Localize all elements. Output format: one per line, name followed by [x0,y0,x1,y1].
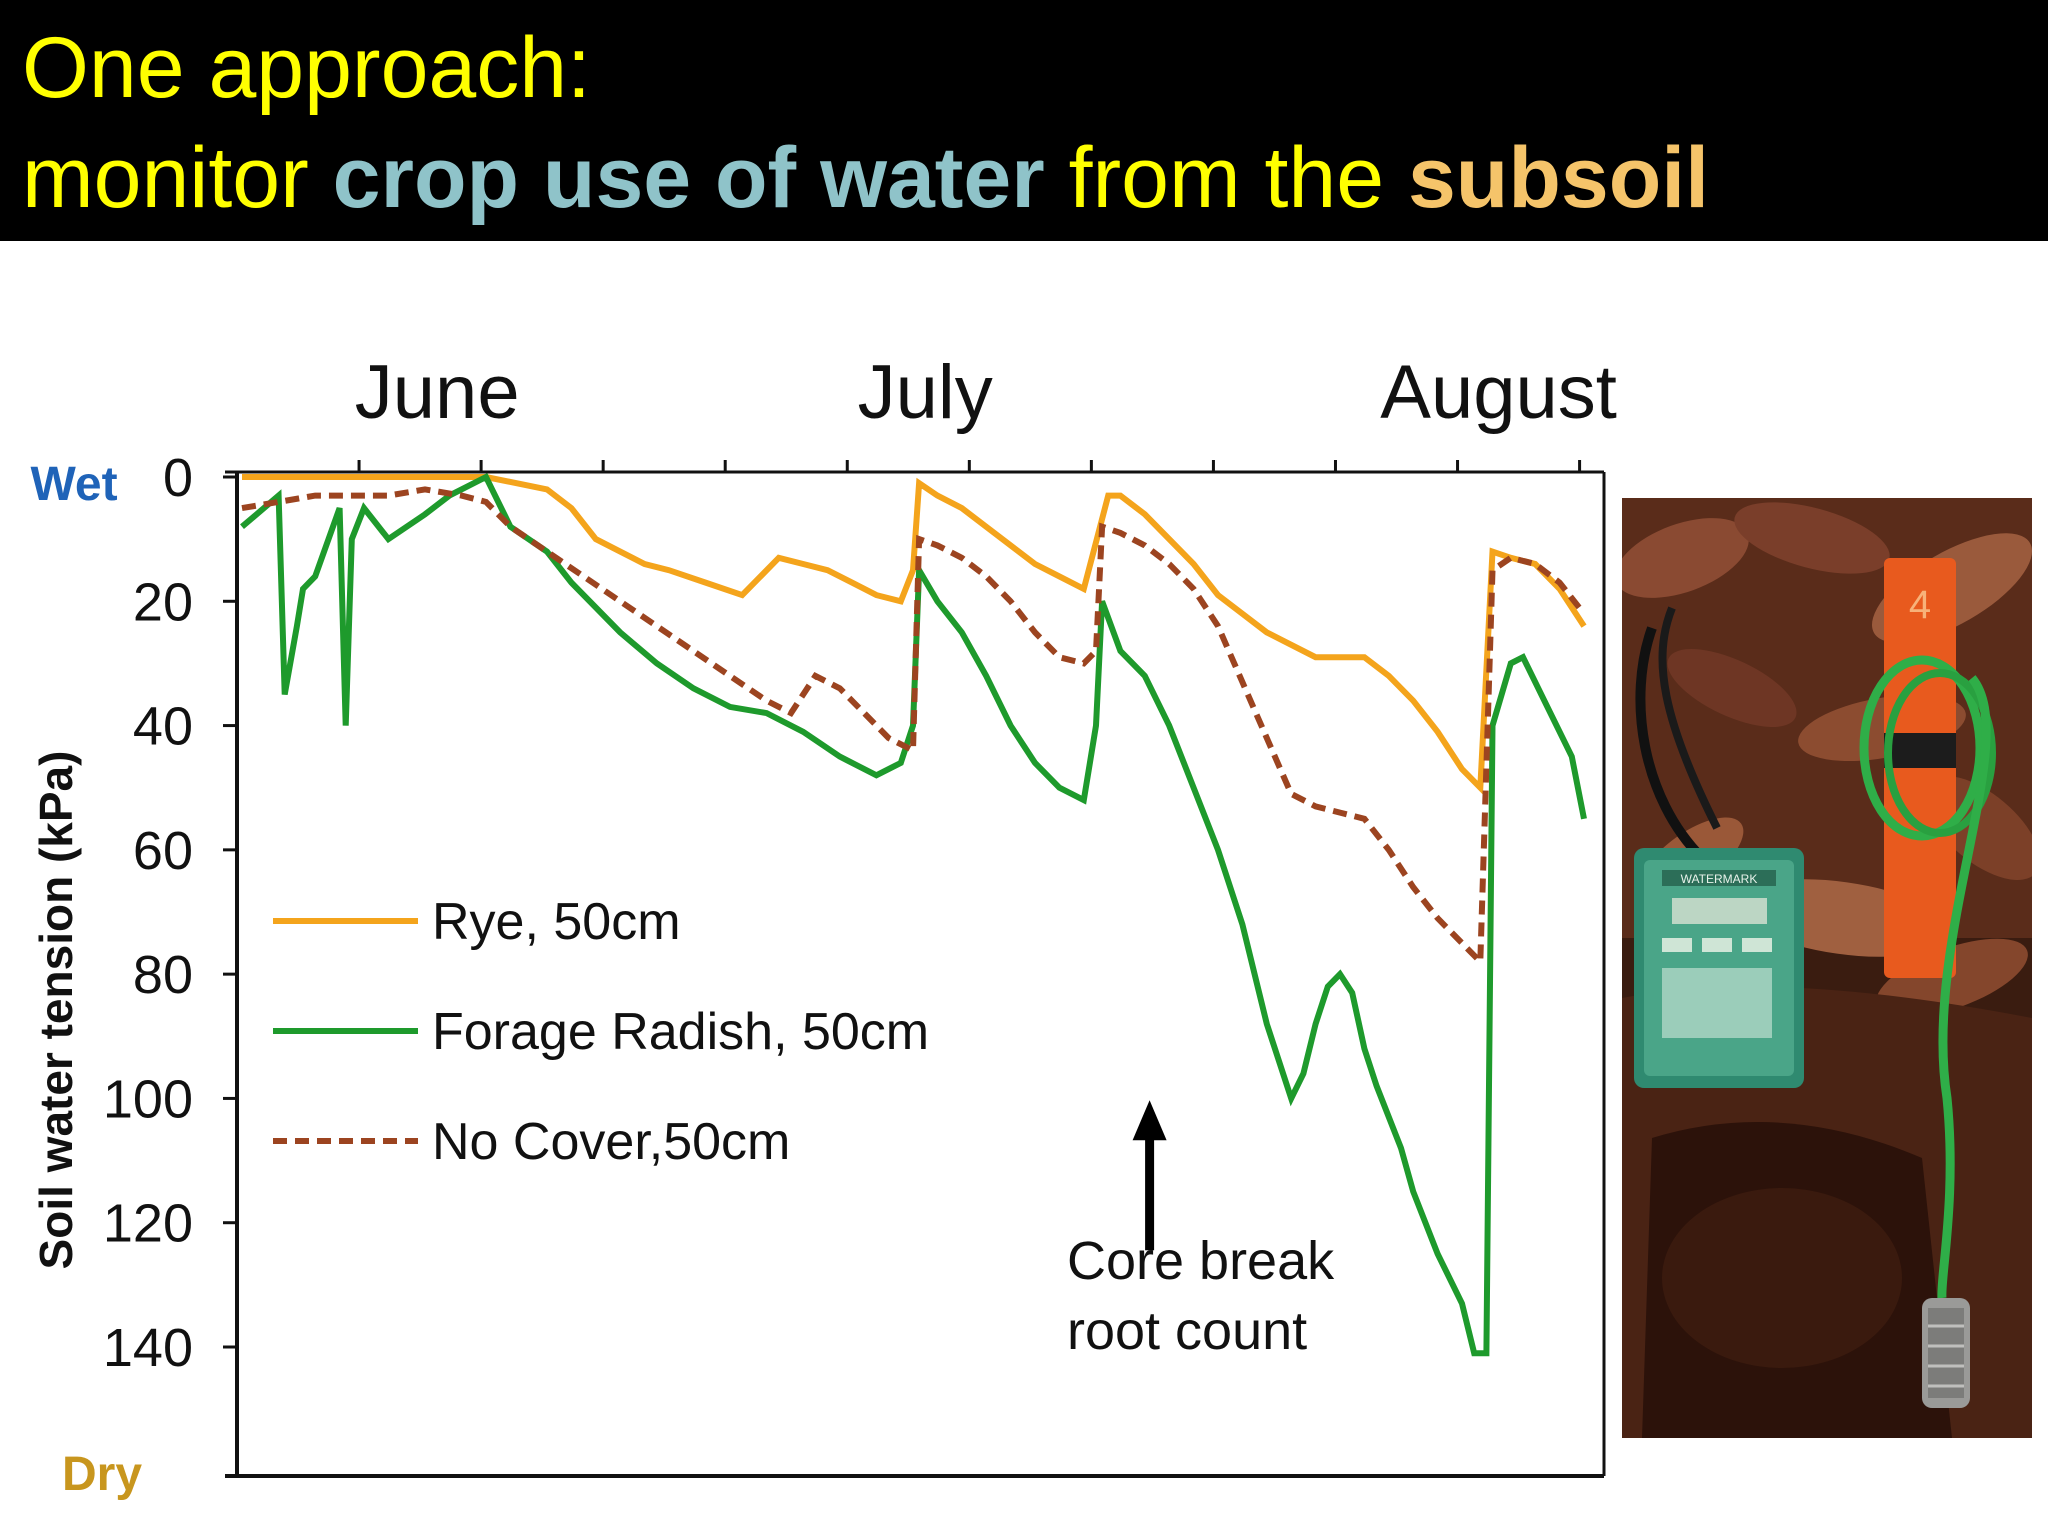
legend-label: Forage Radish, 50cm [432,1003,929,1061]
annotation-text: root count [1067,1301,1307,1361]
y-tick-label: 100 [103,1069,193,1129]
stake-number: 4 [1909,583,1931,627]
series-line-2 [240,472,1587,1357]
y-tick-label: 20 [133,572,193,632]
wet-label: Wet [30,458,117,511]
month-label: July [858,350,993,435]
series-line-3 [241,486,1587,969]
soil-sensor-photo: WATERMARK 4 [1622,498,2032,1438]
y-tick-label: 140 [103,1318,193,1378]
title-banner: One approach: monitor crop use of water … [0,0,2048,241]
title-part-monitor: monitor [22,130,333,226]
series-line-1 [242,474,1587,795]
title-line-2: monitor crop use of water from the subso… [22,128,1709,228]
y-tick-label: 40 [133,697,193,757]
title-part-from-the: from the [1044,130,1408,226]
y-tick-label: 0 [163,448,193,508]
chart-axes: 0 20 40 60 80 100 120 140 Soil water tension (kP… [30,350,1617,1501]
dry-label: Dry [62,1448,142,1501]
chart-annotation: Core break root count [1067,1100,1335,1361]
legend-label: Rye, 50cm [432,893,681,951]
chart-legend: Rye, 50cm Forage Radish, 50cm No Cover,50c… [273,893,929,1171]
title-line-1: One approach: [22,20,591,116]
meter-label: WATERMARK [1681,872,1758,886]
chart-series-lines [240,472,1587,1357]
soil-water-tension-chart: 0 20 40 60 80 100 120 140 Soil water tension (kP… [30,350,1617,1501]
title-part-crop-use: crop use of water [332,130,1045,226]
legend-label: No Cover,50cm [432,1113,790,1171]
title-part-subsoil: subsoil [1407,130,1710,226]
y-tick-label: 60 [133,821,193,881]
month-label: August [1380,350,1617,435]
annotation-text: Core break [1067,1231,1335,1291]
y-tick-label: 80 [133,945,193,1005]
annotation-arrow-head [1132,1100,1167,1141]
y-axis-title: Soil water tension (kPa) [30,751,82,1270]
month-label: June [355,350,520,435]
y-tick-label: 120 [103,1194,193,1254]
